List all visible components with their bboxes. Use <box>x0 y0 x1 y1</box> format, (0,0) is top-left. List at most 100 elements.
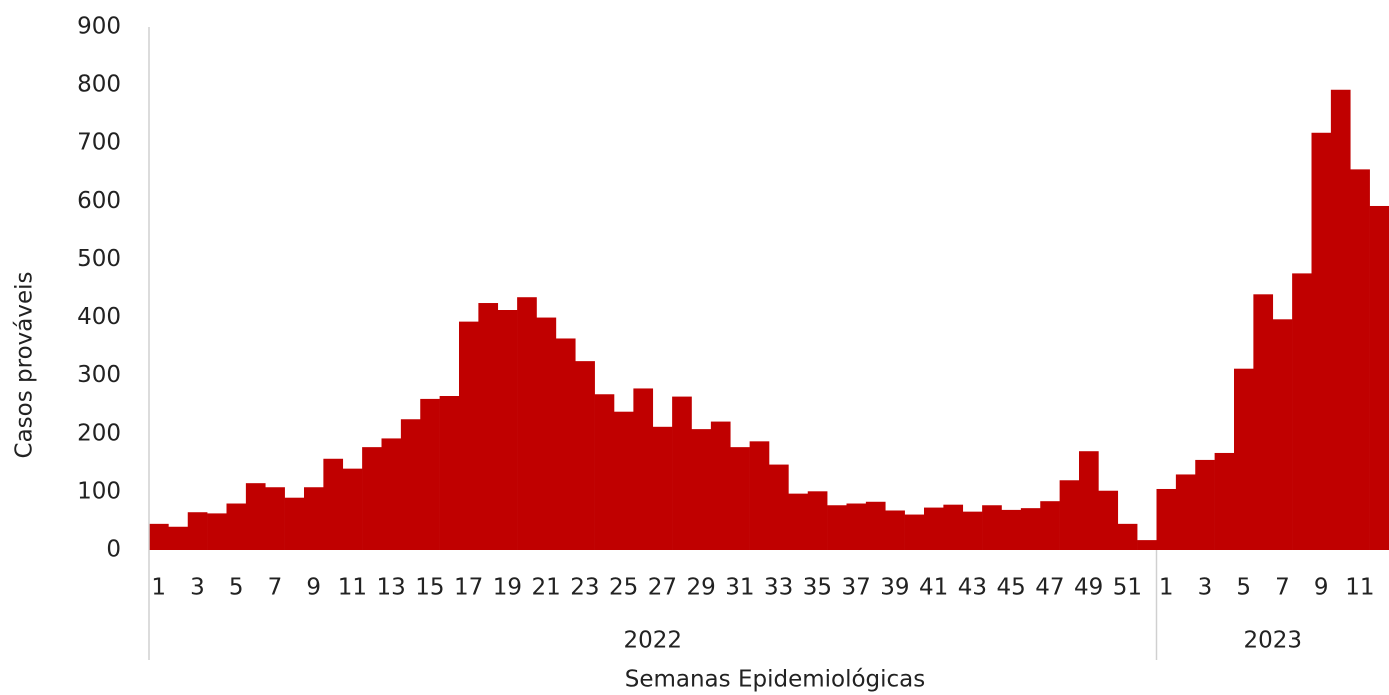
x-tick-label: 1 <box>151 575 166 601</box>
bar <box>1156 488 1177 550</box>
x-tick-label: 21 <box>532 575 561 601</box>
bar <box>536 317 557 550</box>
x-tick-label: 41 <box>919 575 948 601</box>
x-tick-label: 25 <box>609 575 638 601</box>
group-label: 2022 <box>623 628 682 654</box>
group-label: 2023 <box>1243 628 1302 654</box>
x-tick-label: 5 <box>1236 575 1251 601</box>
y-axis-title: Casos prováveis <box>12 272 38 459</box>
bar <box>865 501 886 550</box>
bar <box>1214 452 1235 550</box>
x-tick-label: 7 <box>268 575 283 601</box>
x-tick-label: 1 <box>1159 575 1174 601</box>
bar <box>594 394 615 550</box>
bar <box>323 458 344 550</box>
bar <box>1272 319 1293 550</box>
bar <box>1350 169 1370 550</box>
bar <box>1253 294 1274 550</box>
y-tick-label: 800 <box>77 72 121 98</box>
x-tick-label: 47 <box>1035 575 1064 601</box>
bar <box>924 507 944 550</box>
bar <box>1311 132 1332 551</box>
x-axis-title: Semanas Epidemiológicas <box>625 667 926 693</box>
x-tick-label: 9 <box>306 575 321 601</box>
bar <box>342 468 363 550</box>
x-tick-label: 17 <box>454 575 483 601</box>
bar <box>1175 474 1196 550</box>
x-tick-label: 45 <box>997 575 1026 601</box>
bar <box>672 396 692 550</box>
bar <box>614 411 634 550</box>
y-tick-label: 0 <box>106 537 121 563</box>
bar <box>1292 273 1312 550</box>
y-tick-label: 900 <box>77 14 121 40</box>
y-tick-label: 600 <box>77 188 121 214</box>
bar <box>149 523 169 550</box>
bar <box>400 419 421 550</box>
bar <box>381 438 402 550</box>
bar <box>633 388 654 550</box>
bar <box>1369 205 1389 550</box>
bar <box>439 396 460 550</box>
bar <box>846 503 867 550</box>
bar <box>575 361 595 550</box>
bar <box>904 514 925 550</box>
x-tick-label: 3 <box>1198 575 1213 601</box>
x-tick-label: 37 <box>842 575 871 601</box>
y-tick-label: 500 <box>77 246 121 272</box>
y-tick-label: 100 <box>77 478 121 504</box>
x-tick-label: 27 <box>648 575 677 601</box>
bar <box>304 487 324 550</box>
bar <box>1079 451 1099 550</box>
bar <box>962 511 983 550</box>
x-tick-label: 7 <box>1275 575 1290 601</box>
x-tick-label: 35 <box>803 575 832 601</box>
bar <box>1059 480 1080 550</box>
bar <box>555 338 576 550</box>
y-tick-label: 200 <box>77 420 121 446</box>
bar <box>943 504 964 550</box>
bar <box>478 303 499 550</box>
bar <box>265 487 285 550</box>
bar <box>284 497 305 550</box>
x-tick-label: 11 <box>338 575 367 601</box>
x-tick-label: 33 <box>764 575 793 601</box>
bar <box>769 464 789 550</box>
bar <box>459 321 479 550</box>
x-tick-label: 49 <box>1074 575 1103 601</box>
bar <box>749 441 770 550</box>
bar <box>807 491 828 550</box>
x-tick-label: 5 <box>229 575 244 601</box>
bar <box>517 297 537 550</box>
x-tick-label: 29 <box>687 575 716 601</box>
bar <box>1040 501 1060 550</box>
x-tick-label: 39 <box>880 575 909 601</box>
bar <box>885 510 905 550</box>
bar <box>245 483 266 550</box>
bar <box>1098 490 1119 550</box>
bar <box>788 493 809 550</box>
y-tick-label: 700 <box>77 130 121 156</box>
x-tick-label: 31 <box>725 575 754 601</box>
bar <box>1001 509 1022 550</box>
x-tick-label: 23 <box>570 575 599 601</box>
x-tick-label: 19 <box>493 575 522 601</box>
bar <box>420 398 440 550</box>
bar <box>1020 508 1041 550</box>
x-tick-label: 3 <box>190 575 205 601</box>
bar <box>691 429 712 550</box>
bar <box>827 505 847 550</box>
bar <box>982 505 1002 550</box>
bar <box>226 503 247 550</box>
x-tick-label: 13 <box>377 575 406 601</box>
bar <box>187 512 208 550</box>
bar <box>362 447 382 550</box>
x-tick-label: 9 <box>1314 575 1329 601</box>
bar <box>1137 540 1157 550</box>
bar <box>207 513 227 550</box>
x-tick-label: 51 <box>1113 575 1142 601</box>
bar <box>1195 459 1215 550</box>
bar <box>168 526 189 550</box>
x-tick-label: 15 <box>415 575 444 601</box>
